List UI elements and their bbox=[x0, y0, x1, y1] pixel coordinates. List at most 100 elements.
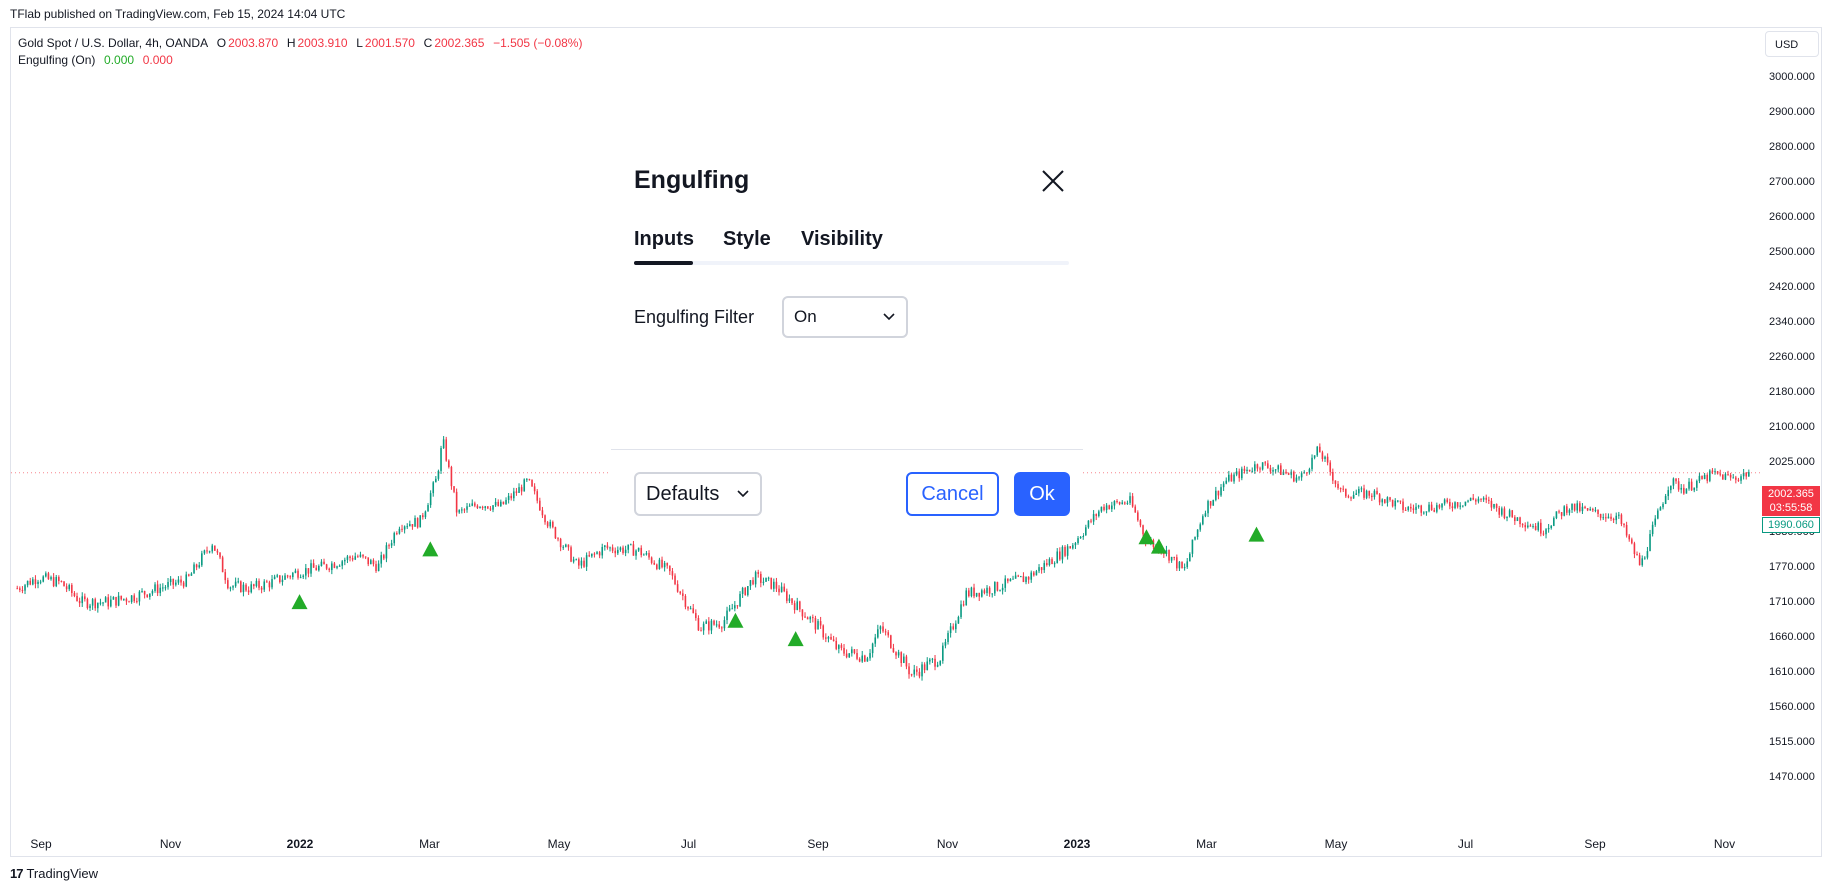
symbol-row: Gold Spot / U.S. Dollar, 4h, OANDA O 2003… bbox=[18, 35, 584, 52]
cancel-button[interactable]: Cancel bbox=[906, 472, 999, 516]
close-button[interactable] bbox=[1038, 166, 1068, 196]
candle-body bbox=[1550, 525, 1553, 528]
candle-body bbox=[99, 602, 102, 604]
candle-body bbox=[227, 580, 229, 589]
ok-button[interactable]: Ok bbox=[1014, 472, 1070, 516]
candle-body bbox=[201, 553, 203, 566]
candle-body bbox=[604, 545, 606, 547]
candle-body bbox=[541, 510, 544, 516]
candle-body bbox=[962, 604, 965, 606]
y-tick-label: 2260.000 bbox=[1769, 351, 1815, 363]
candle-body bbox=[606, 545, 609, 548]
candle-body bbox=[1633, 543, 1636, 555]
candle-body bbox=[1493, 503, 1495, 508]
candle-body bbox=[71, 585, 73, 594]
candle-body bbox=[328, 568, 331, 571]
candle-body bbox=[1454, 502, 1456, 509]
tab-inputs[interactable]: Inputs bbox=[634, 228, 694, 250]
candle-body bbox=[1641, 558, 1644, 566]
y-tick-label: 1610.000 bbox=[1769, 666, 1815, 678]
candle-body bbox=[260, 587, 263, 590]
candle-body bbox=[1303, 472, 1306, 474]
candle-body bbox=[1139, 520, 1142, 526]
candle-body bbox=[245, 584, 247, 591]
candle-body bbox=[247, 590, 250, 593]
candle-body bbox=[1347, 496, 1350, 498]
candle-body bbox=[640, 547, 643, 556]
indicator-name[interactable]: Engulfing (On) bbox=[18, 53, 96, 67]
y-tick-label: 1560.000 bbox=[1769, 701, 1815, 713]
candle-body bbox=[388, 545, 390, 547]
candle-body bbox=[580, 560, 583, 566]
candle-body bbox=[1625, 524, 1628, 536]
candle-body bbox=[1352, 494, 1355, 499]
candle-body bbox=[437, 470, 440, 479]
y-tick-label: 1770.000 bbox=[1769, 561, 1815, 573]
candle-body bbox=[1285, 471, 1287, 474]
candle-body bbox=[1033, 572, 1035, 576]
candle-body bbox=[1503, 508, 1506, 519]
candle-body bbox=[890, 635, 892, 648]
candle-body bbox=[325, 564, 328, 569]
candle-body bbox=[539, 500, 541, 511]
x-tick-label: Jul bbox=[1458, 837, 1473, 851]
candle-body bbox=[718, 624, 721, 628]
symbol-name[interactable]: Gold Spot / U.S. Dollar, 4h, OANDA bbox=[18, 36, 209, 50]
candle-body bbox=[812, 617, 814, 619]
currency-button[interactable]: USD bbox=[1765, 31, 1819, 57]
y-tick-label: 1470.000 bbox=[1769, 771, 1815, 783]
candle-body bbox=[1659, 507, 1662, 511]
candle-body bbox=[510, 495, 513, 499]
candle-body bbox=[700, 630, 702, 632]
candle-body bbox=[1090, 520, 1092, 522]
candle-body bbox=[1449, 501, 1451, 507]
candle-body bbox=[1545, 529, 1547, 535]
engulfing-marker bbox=[727, 612, 744, 628]
candle-body bbox=[913, 669, 916, 675]
candle-body bbox=[263, 581, 266, 590]
defaults-dropdown[interactable]: Defaults bbox=[634, 472, 762, 516]
high-value: 2003.910 bbox=[297, 36, 348, 50]
candle-body bbox=[679, 591, 682, 594]
tab-visibility[interactable]: Visibility bbox=[801, 228, 883, 250]
candle-body bbox=[390, 543, 393, 546]
candle-body bbox=[1475, 499, 1477, 502]
candle-body bbox=[427, 505, 429, 512]
tab-style[interactable]: Style bbox=[723, 228, 771, 250]
candle-body bbox=[619, 547, 622, 550]
candle-body bbox=[1534, 525, 1537, 531]
candle-body bbox=[16, 588, 19, 590]
candle-body bbox=[242, 584, 245, 593]
candle-body bbox=[1524, 525, 1527, 528]
candle-body bbox=[294, 570, 297, 573]
engulfing-filter-select[interactable]: On bbox=[782, 296, 908, 338]
tab-track bbox=[634, 261, 1069, 265]
candle-body bbox=[1605, 517, 1607, 519]
candle-body bbox=[362, 554, 364, 557]
candle-body bbox=[536, 491, 539, 501]
y-tick-label: 2900.000 bbox=[1769, 106, 1815, 118]
indicator-row: Engulfing (On) 0.000 0.000 bbox=[18, 52, 584, 69]
y-tick-label: 1515.000 bbox=[1769, 736, 1815, 748]
candle-body bbox=[739, 593, 741, 607]
candle-body bbox=[211, 545, 214, 552]
candle-body bbox=[240, 581, 242, 593]
candle-body bbox=[559, 538, 562, 548]
candle-body bbox=[965, 590, 968, 606]
tradingview-logo[interactable]: 17 TradingView bbox=[10, 866, 98, 881]
candle-body bbox=[1404, 509, 1407, 511]
candle-body bbox=[351, 558, 354, 560]
candle-body bbox=[344, 559, 346, 562]
candle-body bbox=[1168, 550, 1170, 561]
candle-body bbox=[125, 598, 128, 602]
candle-body bbox=[1423, 512, 1425, 514]
candle-body bbox=[1568, 509, 1571, 513]
candle-body bbox=[1748, 472, 1750, 477]
candle-body bbox=[1716, 471, 1719, 474]
candle-body bbox=[1254, 464, 1256, 471]
candle-body bbox=[422, 515, 424, 518]
candle-body bbox=[1264, 462, 1267, 464]
candle-body bbox=[232, 586, 234, 588]
candle-body bbox=[970, 587, 973, 597]
candle-body bbox=[728, 608, 731, 611]
